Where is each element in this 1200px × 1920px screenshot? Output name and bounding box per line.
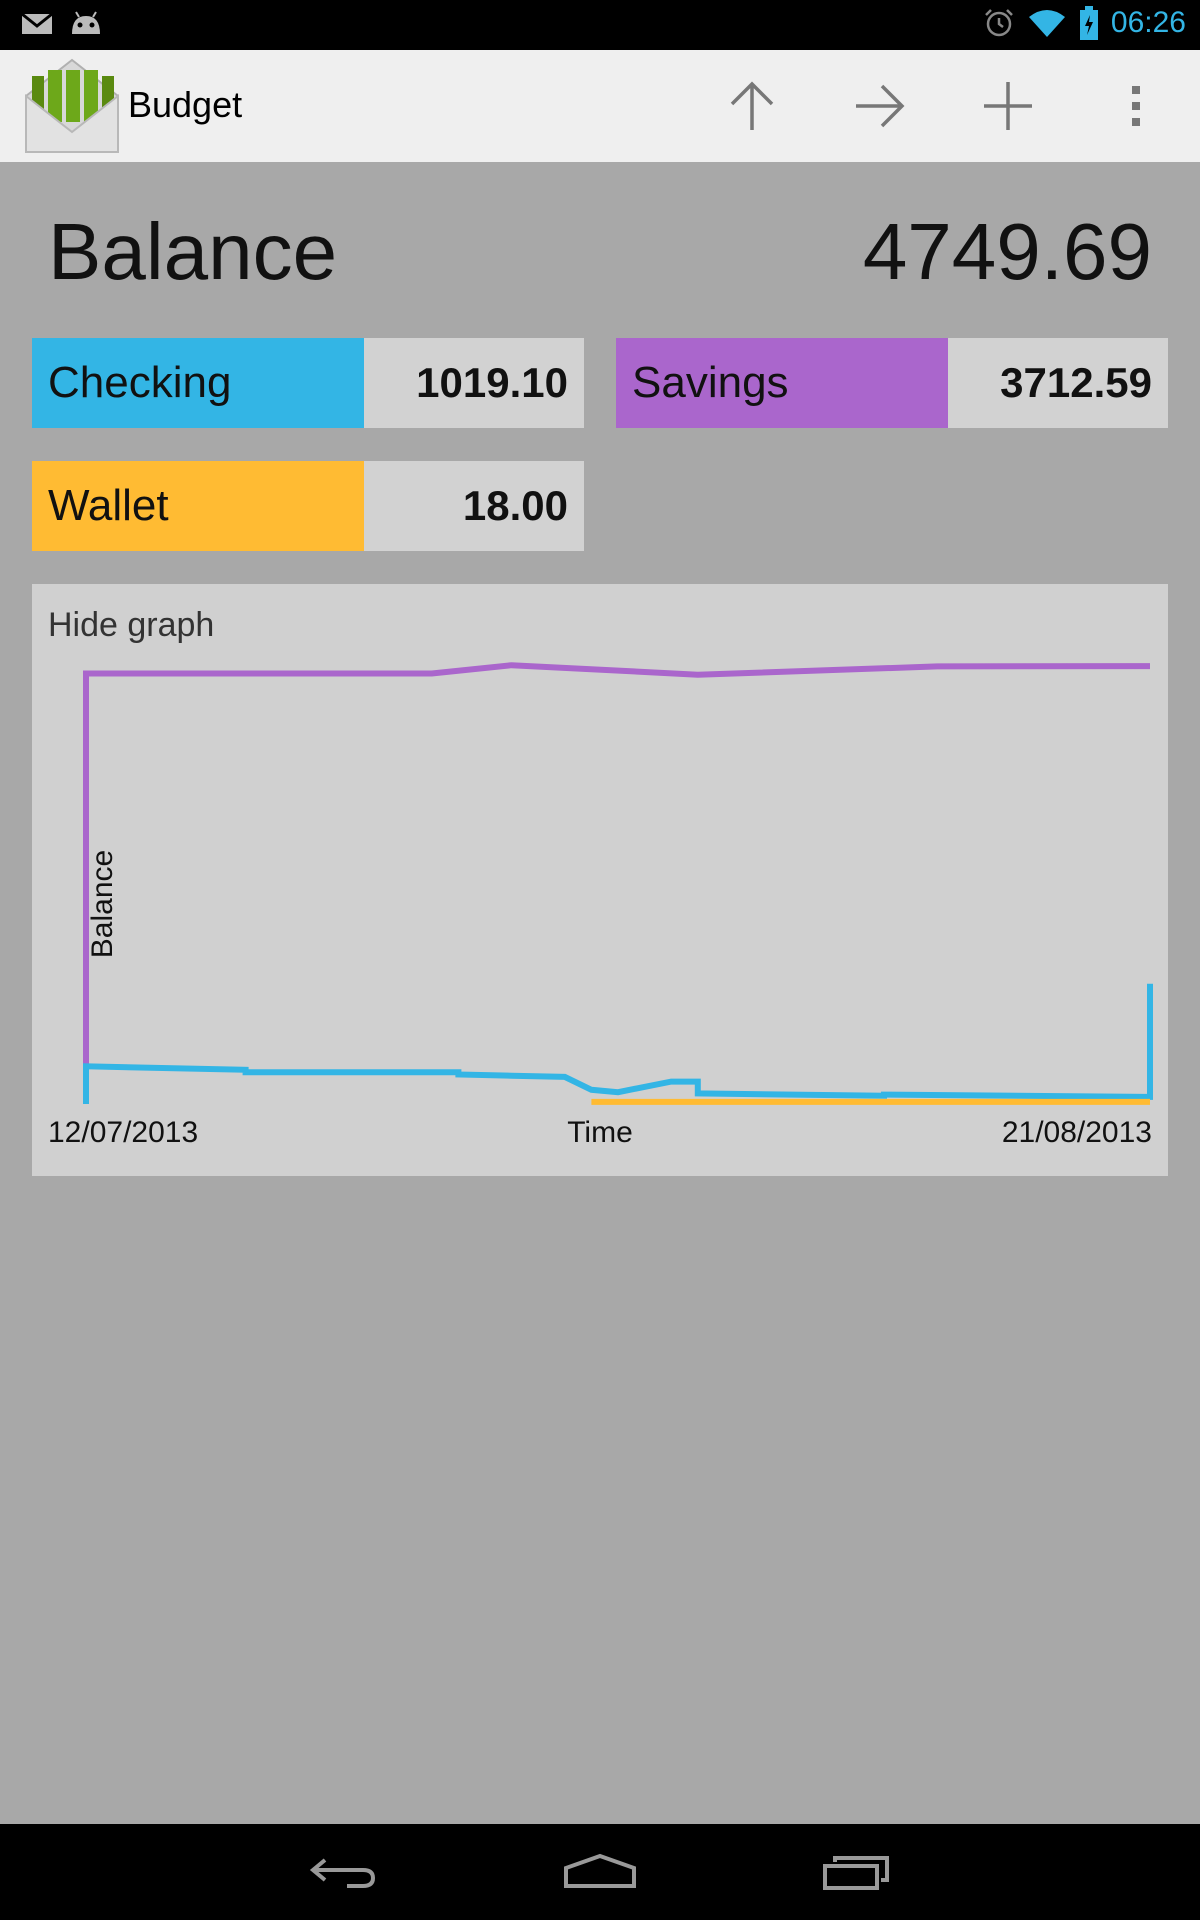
overflow-menu-icon xyxy=(1132,86,1140,126)
alarm-icon xyxy=(985,9,1013,37)
account-checking[interactable]: Checking 1019.10 xyxy=(32,338,584,428)
transfer-button[interactable] xyxy=(844,70,916,142)
balance-label: Balance xyxy=(48,207,338,296)
x-axis-start-label: 12/07/2013 xyxy=(48,1116,198,1149)
account-name: Checking xyxy=(32,338,364,428)
status-time: 06:26 xyxy=(1110,6,1186,39)
account-amount: 1019.10 xyxy=(364,338,584,428)
arrow-up-icon xyxy=(730,81,774,130)
chart-series-layer xyxy=(83,662,1153,1105)
home-button[interactable] xyxy=(550,1838,650,1906)
wifi-icon xyxy=(1028,10,1065,37)
series-line-1 xyxy=(83,983,1153,1104)
balance-total: 4749.69 xyxy=(862,207,1152,296)
arrow-right-icon xyxy=(856,84,905,128)
account-amount: 18.00 xyxy=(364,461,584,551)
account-name: Savings xyxy=(616,338,948,428)
add-button[interactable] xyxy=(972,70,1044,142)
move-up-button[interactable] xyxy=(716,70,788,142)
back-button[interactable] xyxy=(293,1838,393,1906)
battery-icon xyxy=(1079,6,1098,40)
hide-graph-toggle[interactable]: Hide graph xyxy=(48,606,215,644)
status-bar: 06:26 xyxy=(0,0,1200,50)
account-name: Wallet xyxy=(32,461,364,551)
balance-graph-panel: Hide graph Balance 12/07/2013 Time 21/08… xyxy=(32,584,1168,1176)
android-icon xyxy=(72,11,100,34)
account-wallet[interactable]: Wallet 18.00 xyxy=(32,461,584,551)
app-logo-icon[interactable] xyxy=(22,56,122,156)
back-icon xyxy=(309,1858,376,1888)
x-axis-label: Time xyxy=(567,1116,633,1149)
app-title: Budget xyxy=(128,84,243,125)
account-amount: 3712.59 xyxy=(948,338,1168,428)
series-line-0 xyxy=(83,662,1151,1104)
gmail-icon xyxy=(21,12,53,34)
home-icon xyxy=(564,1853,636,1888)
plus-icon xyxy=(984,82,1032,130)
recents-icon xyxy=(823,1856,889,1890)
recents-button[interactable] xyxy=(807,1838,907,1906)
overflow-menu-button[interactable] xyxy=(1100,70,1172,142)
action-bar: Budget xyxy=(0,50,1200,162)
x-axis-end-label: 21/08/2013 xyxy=(1002,1116,1152,1149)
y-axis-label: Balance xyxy=(86,850,119,958)
balance-chart: Balance 12/07/2013 Time 21/08/2013 xyxy=(48,662,1153,1149)
navigation-bar xyxy=(0,1824,1200,1920)
account-savings[interactable]: Savings 3712.59 xyxy=(616,338,1168,428)
